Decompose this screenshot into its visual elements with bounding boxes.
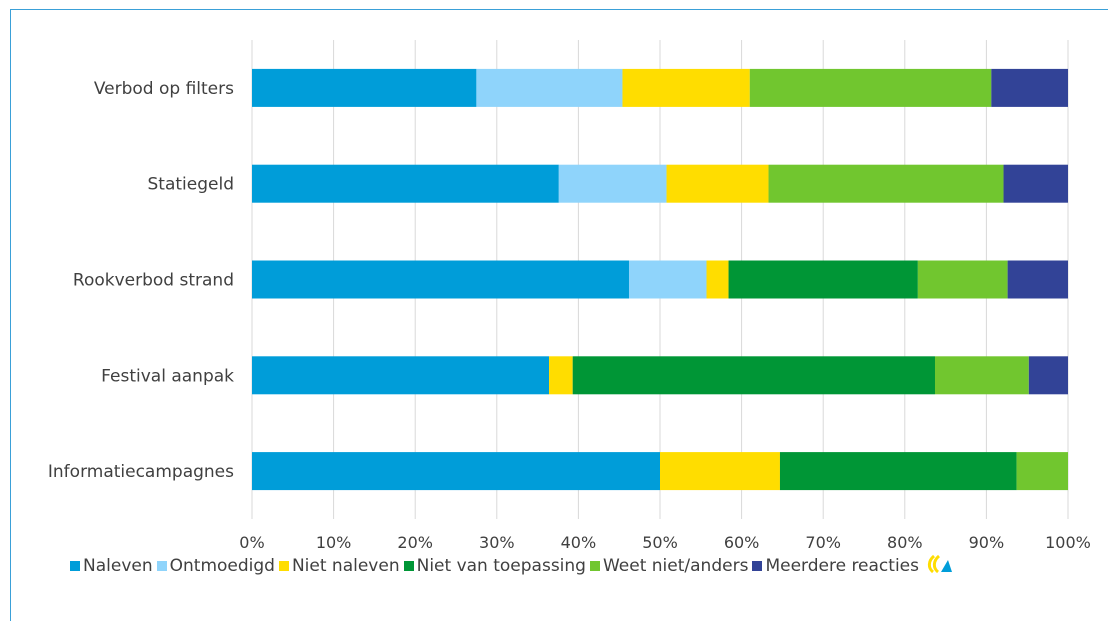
bar-segment (728, 260, 918, 299)
x-tick-label: 90% (969, 533, 1005, 552)
legend-item: Naleven (70, 556, 153, 576)
legend-swatch (403, 561, 414, 571)
category-label: Festival aanpak (101, 366, 234, 386)
x-tick-label: 50% (642, 533, 678, 552)
legend-swatch (278, 561, 289, 571)
bar-segment (749, 68, 992, 107)
bar-segment (558, 164, 667, 203)
x-tick-label: 10% (316, 533, 352, 552)
legend-item: Niet naleven (278, 556, 400, 576)
bar-segment (252, 260, 629, 299)
legend-label: Weet niet/anders (602, 556, 749, 576)
bar-segment (917, 260, 1008, 299)
category-label: Statiegeld (148, 175, 235, 195)
bar-segment (476, 68, 623, 107)
bar-segment (666, 164, 769, 203)
chart-frame (10, 9, 1108, 621)
legend-swatch (70, 561, 80, 571)
bar-segment (660, 452, 780, 491)
x-tick-label: 70% (805, 533, 841, 552)
category-label: Informatiecampagnes (48, 462, 234, 482)
bar-segment (991, 68, 1068, 107)
category-label: Rookverbod strand (73, 271, 234, 291)
bar-segment (779, 452, 1017, 491)
legend-items: Naleven Ontmoedigd Niet naleven Niet van to… (70, 556, 923, 576)
bar-segment (1016, 452, 1068, 491)
bar-segment (1007, 260, 1068, 299)
legend-label: Meerdere reacties (765, 556, 919, 576)
bar-segment (252, 356, 550, 395)
x-tick-label: 0% (239, 533, 264, 552)
legend-item: Weet niet/anders (589, 556, 749, 576)
bar-segment (934, 356, 1029, 395)
category-labels: Verbod op filters Statiegeld Rookverbod st… (48, 79, 234, 482)
legend-swatch (752, 561, 763, 571)
logo-icon (925, 553, 953, 580)
x-tick-label: 60% (724, 533, 760, 552)
x-tick-label: 80% (887, 533, 923, 552)
category-label: Verbod op filters (94, 79, 234, 99)
bar-segment (572, 356, 935, 395)
bar-segment (252, 164, 559, 203)
legend-swatch (589, 561, 600, 571)
legend-label: Ontmoedigd (169, 556, 275, 576)
legend-item: Ontmoedigd (156, 556, 275, 576)
legend-swatch (156, 561, 167, 571)
x-tick-labels: 0% 10% 20% 30% 40% 50% 60% 70% 80% 90% 100% (239, 533, 1091, 552)
x-tick-label: 30% (479, 533, 515, 552)
x-tick-label: 100% (1045, 533, 1091, 552)
bar-segment (1003, 164, 1068, 203)
bar-segment (768, 164, 1004, 203)
bar-segment (549, 356, 573, 395)
legend-item: Meerdere reacties (752, 556, 919, 576)
bar-segment (252, 452, 660, 491)
legend: Naleven Ontmoedigd Niet naleven Niet van to… (70, 553, 953, 579)
x-tick-label: 20% (397, 533, 433, 552)
x-tick-label: 40% (561, 533, 597, 552)
bar-segment (252, 68, 477, 107)
bar-segment (706, 260, 729, 299)
bar-segment (1028, 356, 1068, 395)
legend-label: Niet van toepassing (416, 556, 586, 576)
bar-segment (628, 260, 707, 299)
legend-label: Naleven (83, 556, 153, 576)
legend-item: Niet van toepassing (403, 556, 586, 576)
bars (252, 68, 1068, 491)
legend-label: Niet naleven (291, 556, 400, 576)
bar-segment (622, 68, 750, 107)
